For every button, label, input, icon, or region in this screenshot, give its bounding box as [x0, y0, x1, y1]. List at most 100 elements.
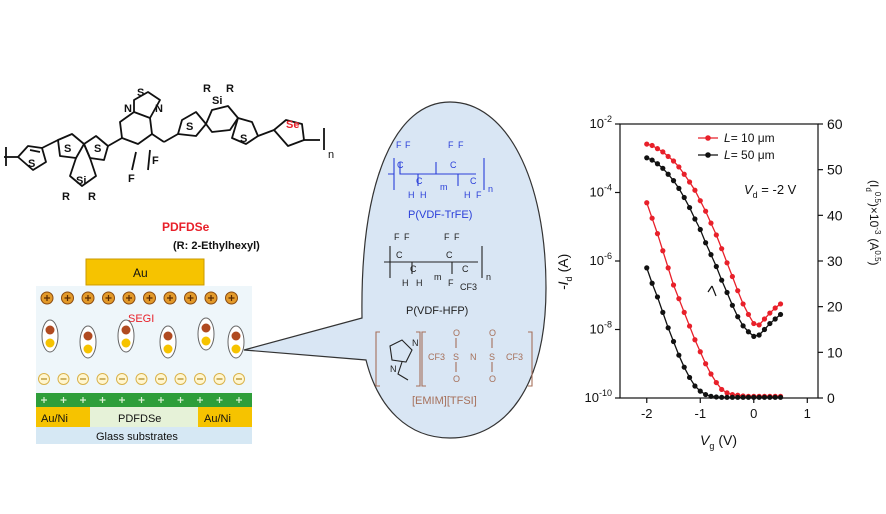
sqrt-transfer-point	[670, 158, 677, 164]
sqrt-transfer-point	[772, 305, 778, 311]
tick-base: 10	[590, 185, 604, 200]
anion-dot	[163, 344, 173, 354]
cation-dot	[45, 325, 55, 335]
tfsi-cf3-right: CF3	[506, 352, 523, 362]
log-transfer-point	[745, 394, 752, 400]
legend-var: L	[724, 148, 731, 162]
drain-electrode	[198, 407, 252, 427]
log-transfer-point	[681, 309, 687, 315]
sqrt-transfer-point	[729, 273, 735, 280]
x-axis-label: Vg (V)	[700, 432, 737, 451]
top-cation-row	[40, 291, 238, 305]
sqrt-transfer-point	[735, 288, 741, 294]
legend-value: = 10 μm	[731, 131, 775, 145]
atom-f1: F	[128, 173, 135, 185]
sqrt-transfer-point	[660, 149, 666, 155]
sqrt-transfer-point	[665, 153, 671, 160]
sqrt-transfer-point	[649, 157, 655, 163]
atom-s6: S	[240, 133, 247, 145]
hole-plus-icon	[60, 397, 67, 403]
log-transfer-point	[756, 394, 762, 400]
y-right-axis-label: (Id0.5)×10-3(A0.5)	[864, 180, 882, 266]
sqrt-transfer-point	[729, 302, 735, 308]
substrate-label: Glass substrates	[96, 431, 178, 443]
sqrt-transfer-point	[735, 314, 741, 320]
ion-pair-row	[41, 317, 245, 359]
atom-s4: S	[137, 87, 144, 99]
series-layer	[644, 141, 784, 400]
sqrt-transfer-point	[660, 165, 666, 171]
hfp-c2: C	[410, 264, 417, 274]
log-transfer-point	[703, 361, 709, 367]
tick-exponent: -8	[604, 320, 612, 330]
log-transfer-point	[649, 215, 655, 221]
hole-plus-icon	[158, 397, 164, 403]
cation-dot	[83, 331, 93, 341]
y-right-tick-label: 40	[827, 207, 843, 223]
sqrt-transfer-point	[644, 141, 650, 147]
tfsi-n: N	[470, 352, 477, 362]
source-label: Au/Ni	[41, 413, 68, 425]
plus-icon	[105, 295, 112, 301]
y-left-tick-label: 10-2	[590, 114, 612, 131]
log-transfer-point	[697, 388, 703, 394]
y-left-tick-label: 10-4	[590, 183, 612, 200]
cation-dot	[121, 325, 131, 335]
log-transfer-point	[692, 337, 698, 343]
log-transfer-point	[761, 394, 768, 400]
sqrt-transfer-point	[686, 204, 693, 211]
tfsi-o3: O	[489, 328, 496, 338]
y-left-axis-ticks: 10-210-410-610-810-10	[585, 114, 620, 405]
hfp-h1: H	[402, 278, 409, 288]
legend-var: L	[724, 131, 731, 145]
log-transfer-point	[644, 200, 650, 206]
plus-icon	[167, 295, 173, 301]
sqrt-transfer-point	[740, 301, 746, 307]
y-left-tick-label: 10-10	[585, 388, 612, 405]
hfp-f4: F	[454, 232, 460, 242]
hole-plus-icon	[80, 397, 86, 403]
atom-r1: R	[62, 191, 70, 203]
sqrt-transfer-point	[649, 142, 655, 149]
sqrt-transfer-point	[654, 161, 661, 167]
log-transfer-point	[686, 323, 693, 329]
atom-s2: S	[64, 143, 71, 155]
trfe-c2: C	[416, 176, 423, 186]
hfp-f5: F	[448, 278, 454, 288]
anion-dot	[201, 336, 211, 346]
plus-icon	[187, 295, 194, 301]
sqrt-transfer-point	[724, 260, 730, 266]
log-transfer-line	[646, 202, 781, 397]
tick-base: 10	[585, 390, 599, 405]
hfp-n: n	[486, 272, 491, 282]
trfe-c3: C	[450, 160, 457, 170]
hfp-c3: C	[446, 250, 453, 260]
tfsi-cf3-left: CF3	[428, 352, 445, 362]
cation-dot	[231, 331, 241, 341]
trfe-f1: F	[396, 140, 402, 150]
sqrt-transfer-point	[703, 240, 709, 246]
emim-tfsi-structure	[375, 331, 533, 387]
x-label-unit: (V)	[718, 432, 737, 448]
hfp-c1: C	[396, 250, 403, 260]
log-transfer-point	[660, 309, 666, 315]
y-right-close: )	[867, 262, 881, 266]
y-right-tick-label: 30	[827, 253, 843, 269]
sqrt-transfer-point	[697, 226, 703, 233]
sqrt-transfer-point	[767, 310, 773, 316]
sqrt-transfer-point	[767, 320, 773, 327]
sqrt-transfer-point	[761, 326, 768, 333]
pvdf-trfe-structure	[388, 158, 485, 190]
log-transfer-point	[697, 349, 703, 355]
log-transfer-point	[708, 393, 714, 399]
gate-label: Au	[133, 266, 148, 280]
plus-icon	[228, 295, 235, 301]
hole-plus-icon	[197, 397, 203, 403]
tfsi-o1: O	[453, 328, 460, 338]
sqrt-transfer-point	[670, 178, 677, 184]
atom-n2: N	[155, 103, 163, 115]
trfe-n: n	[488, 184, 493, 194]
x-tick-label: 1	[804, 406, 811, 421]
cation-dot	[163, 331, 173, 341]
semiconductor-label: PDFDSe	[118, 413, 161, 425]
